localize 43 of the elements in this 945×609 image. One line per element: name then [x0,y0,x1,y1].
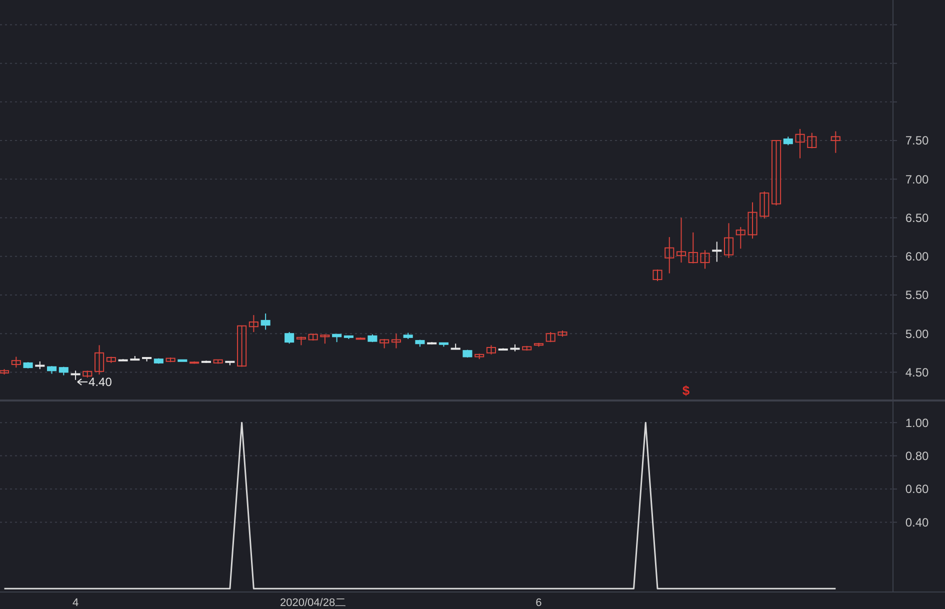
y-tick-label: 6.00 [905,250,929,264]
annotation: $ [682,383,690,398]
candlestick [830,130,840,154]
candlestick [700,250,710,270]
y-tick-label: 0.80 [905,449,929,464]
candlestick [748,202,758,240]
y-tick-label: 5.50 [905,288,929,302]
candlestick [70,370,80,380]
candlestick [320,334,330,344]
candlestick [724,222,734,258]
annotation: 4.40 [88,375,112,390]
candlestick [688,232,698,264]
candlestick [94,344,104,376]
y-tick-label: 0.40 [905,515,929,530]
candlestick [546,332,556,343]
candlestick [652,269,662,282]
x-tick-label: 2020/04/28二 [280,597,346,609]
candlestick [760,191,770,220]
candlestick [248,314,258,333]
candlestick [712,241,722,262]
y-tick-label: 6.50 [905,210,929,225]
x-tick-label: 4 [72,597,79,609]
x-tick-label: 6 [536,597,542,609]
candlestick [664,236,674,274]
y-tick-label: 5.00 [905,326,929,341]
candlestick [807,132,817,149]
y-tick-label: 7.00 [905,172,929,186]
candlestick [284,332,294,344]
y-tick-label: 0.60 [905,482,929,496]
candlestick [11,356,21,368]
candlestick [676,217,686,264]
candlestick [237,325,247,368]
y-tick-label: 7.50 [905,134,929,148]
y-tick-label: 4.50 [905,365,929,380]
candlestick [260,313,270,330]
candlestick [736,226,746,250]
candlestick [380,338,390,349]
candlestick [391,333,401,349]
candlestick [450,343,460,350]
y-tick-label: 1.00 [905,416,929,430]
candlestick [795,128,805,159]
candlestick [486,344,496,355]
candlestick [771,140,782,206]
